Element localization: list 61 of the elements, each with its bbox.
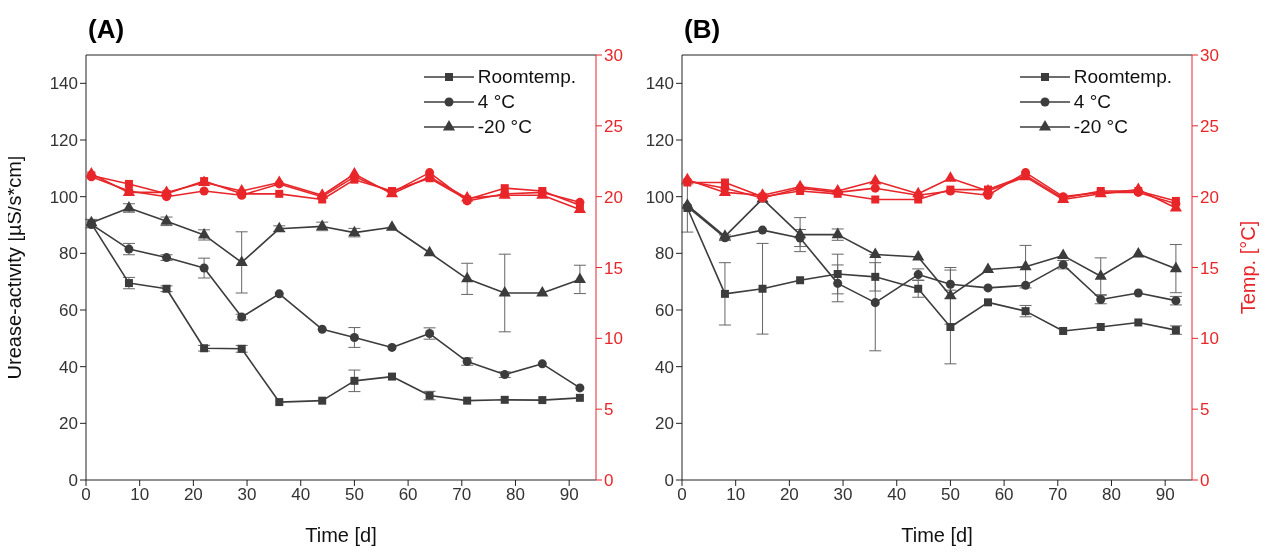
y2-tick-label: 25 xyxy=(1200,116,1219,136)
chart-title: (A) xyxy=(88,14,125,45)
y2-tick-label: 30 xyxy=(604,46,623,66)
chart-title: (B) xyxy=(684,14,721,45)
y-tick-label: 60 xyxy=(59,301,78,321)
x-tick-label: 50 xyxy=(344,485,364,505)
x-tick-label: 0 xyxy=(677,485,687,505)
y2-tick-label: 30 xyxy=(1200,46,1219,66)
y-tick-label: 120 xyxy=(645,131,674,151)
y-tick-label: 100 xyxy=(49,187,78,207)
x-axis-title: Time [d] xyxy=(901,524,973,546)
x-tick-label: 60 xyxy=(994,485,1014,505)
x-tick-label: 40 xyxy=(887,485,907,505)
x-tick-label: 0 xyxy=(81,485,91,505)
x-tick-label: 60 xyxy=(398,485,418,505)
x-tick-label: 80 xyxy=(506,485,525,505)
y2-tick-label: 5 xyxy=(1200,400,1210,420)
y-tick-label: 140 xyxy=(49,74,78,94)
x-tick-label: 30 xyxy=(237,485,257,505)
y2-axis-title: Temp. [°C] xyxy=(1237,220,1260,315)
x-tick-label: 80 xyxy=(1102,485,1121,505)
y2-tick-label: 0 xyxy=(604,471,614,491)
y-tick-label: 60 xyxy=(655,301,674,321)
y-tick-label: 20 xyxy=(59,414,78,434)
x-tick-label: 90 xyxy=(1155,485,1175,505)
y-tick-label: 40 xyxy=(655,357,674,377)
y2-tick-label: 20 xyxy=(1200,187,1219,207)
x-tick-label: 10 xyxy=(726,485,746,505)
legend-label: -20 °C xyxy=(477,115,532,138)
y-tick-label: 0 xyxy=(664,471,674,491)
x-tick-label: 20 xyxy=(779,485,799,505)
y-tick-label: 140 xyxy=(645,74,674,94)
y-tick-label: 80 xyxy=(655,244,674,264)
y-tick-label: 100 xyxy=(645,187,674,207)
x-tick-label: 50 xyxy=(940,485,960,505)
x-tick-label: 90 xyxy=(559,485,579,505)
y-tick-label: 120 xyxy=(49,131,78,151)
y2-tick-label: 15 xyxy=(604,258,623,278)
y2-tick-label: 15 xyxy=(1200,258,1219,278)
x-tick-label: 40 xyxy=(291,485,311,505)
y-tick-label: 80 xyxy=(59,244,78,264)
x-axis-title: Time [d] xyxy=(305,524,377,546)
x-tick-label: 70 xyxy=(1048,485,1068,505)
y2-tick-label: 5 xyxy=(604,400,614,420)
legend-label: -20 °C xyxy=(1073,115,1128,138)
legend-label: Roomtemp. xyxy=(477,65,576,88)
legend-label: 4 °C xyxy=(477,90,515,113)
y2-tick-label: 0 xyxy=(1200,471,1210,491)
legend-label: 4 °C xyxy=(1073,90,1111,113)
y2-tick-label: 20 xyxy=(604,187,623,207)
x-tick-label: 30 xyxy=(833,485,853,505)
x-tick-label: 20 xyxy=(183,485,203,505)
legend-label: Roomtemp. xyxy=(1073,65,1172,88)
y2-tick-label: 10 xyxy=(1200,329,1219,349)
y-tick-label: 40 xyxy=(59,357,78,377)
y2-tick-label: 25 xyxy=(604,116,623,136)
x-tick-label: 70 xyxy=(452,485,472,505)
y-tick-label: 20 xyxy=(655,414,674,434)
y-tick-label: 0 xyxy=(68,471,78,491)
y2-tick-label: 10 xyxy=(604,329,623,349)
x-tick-label: 10 xyxy=(130,485,150,505)
